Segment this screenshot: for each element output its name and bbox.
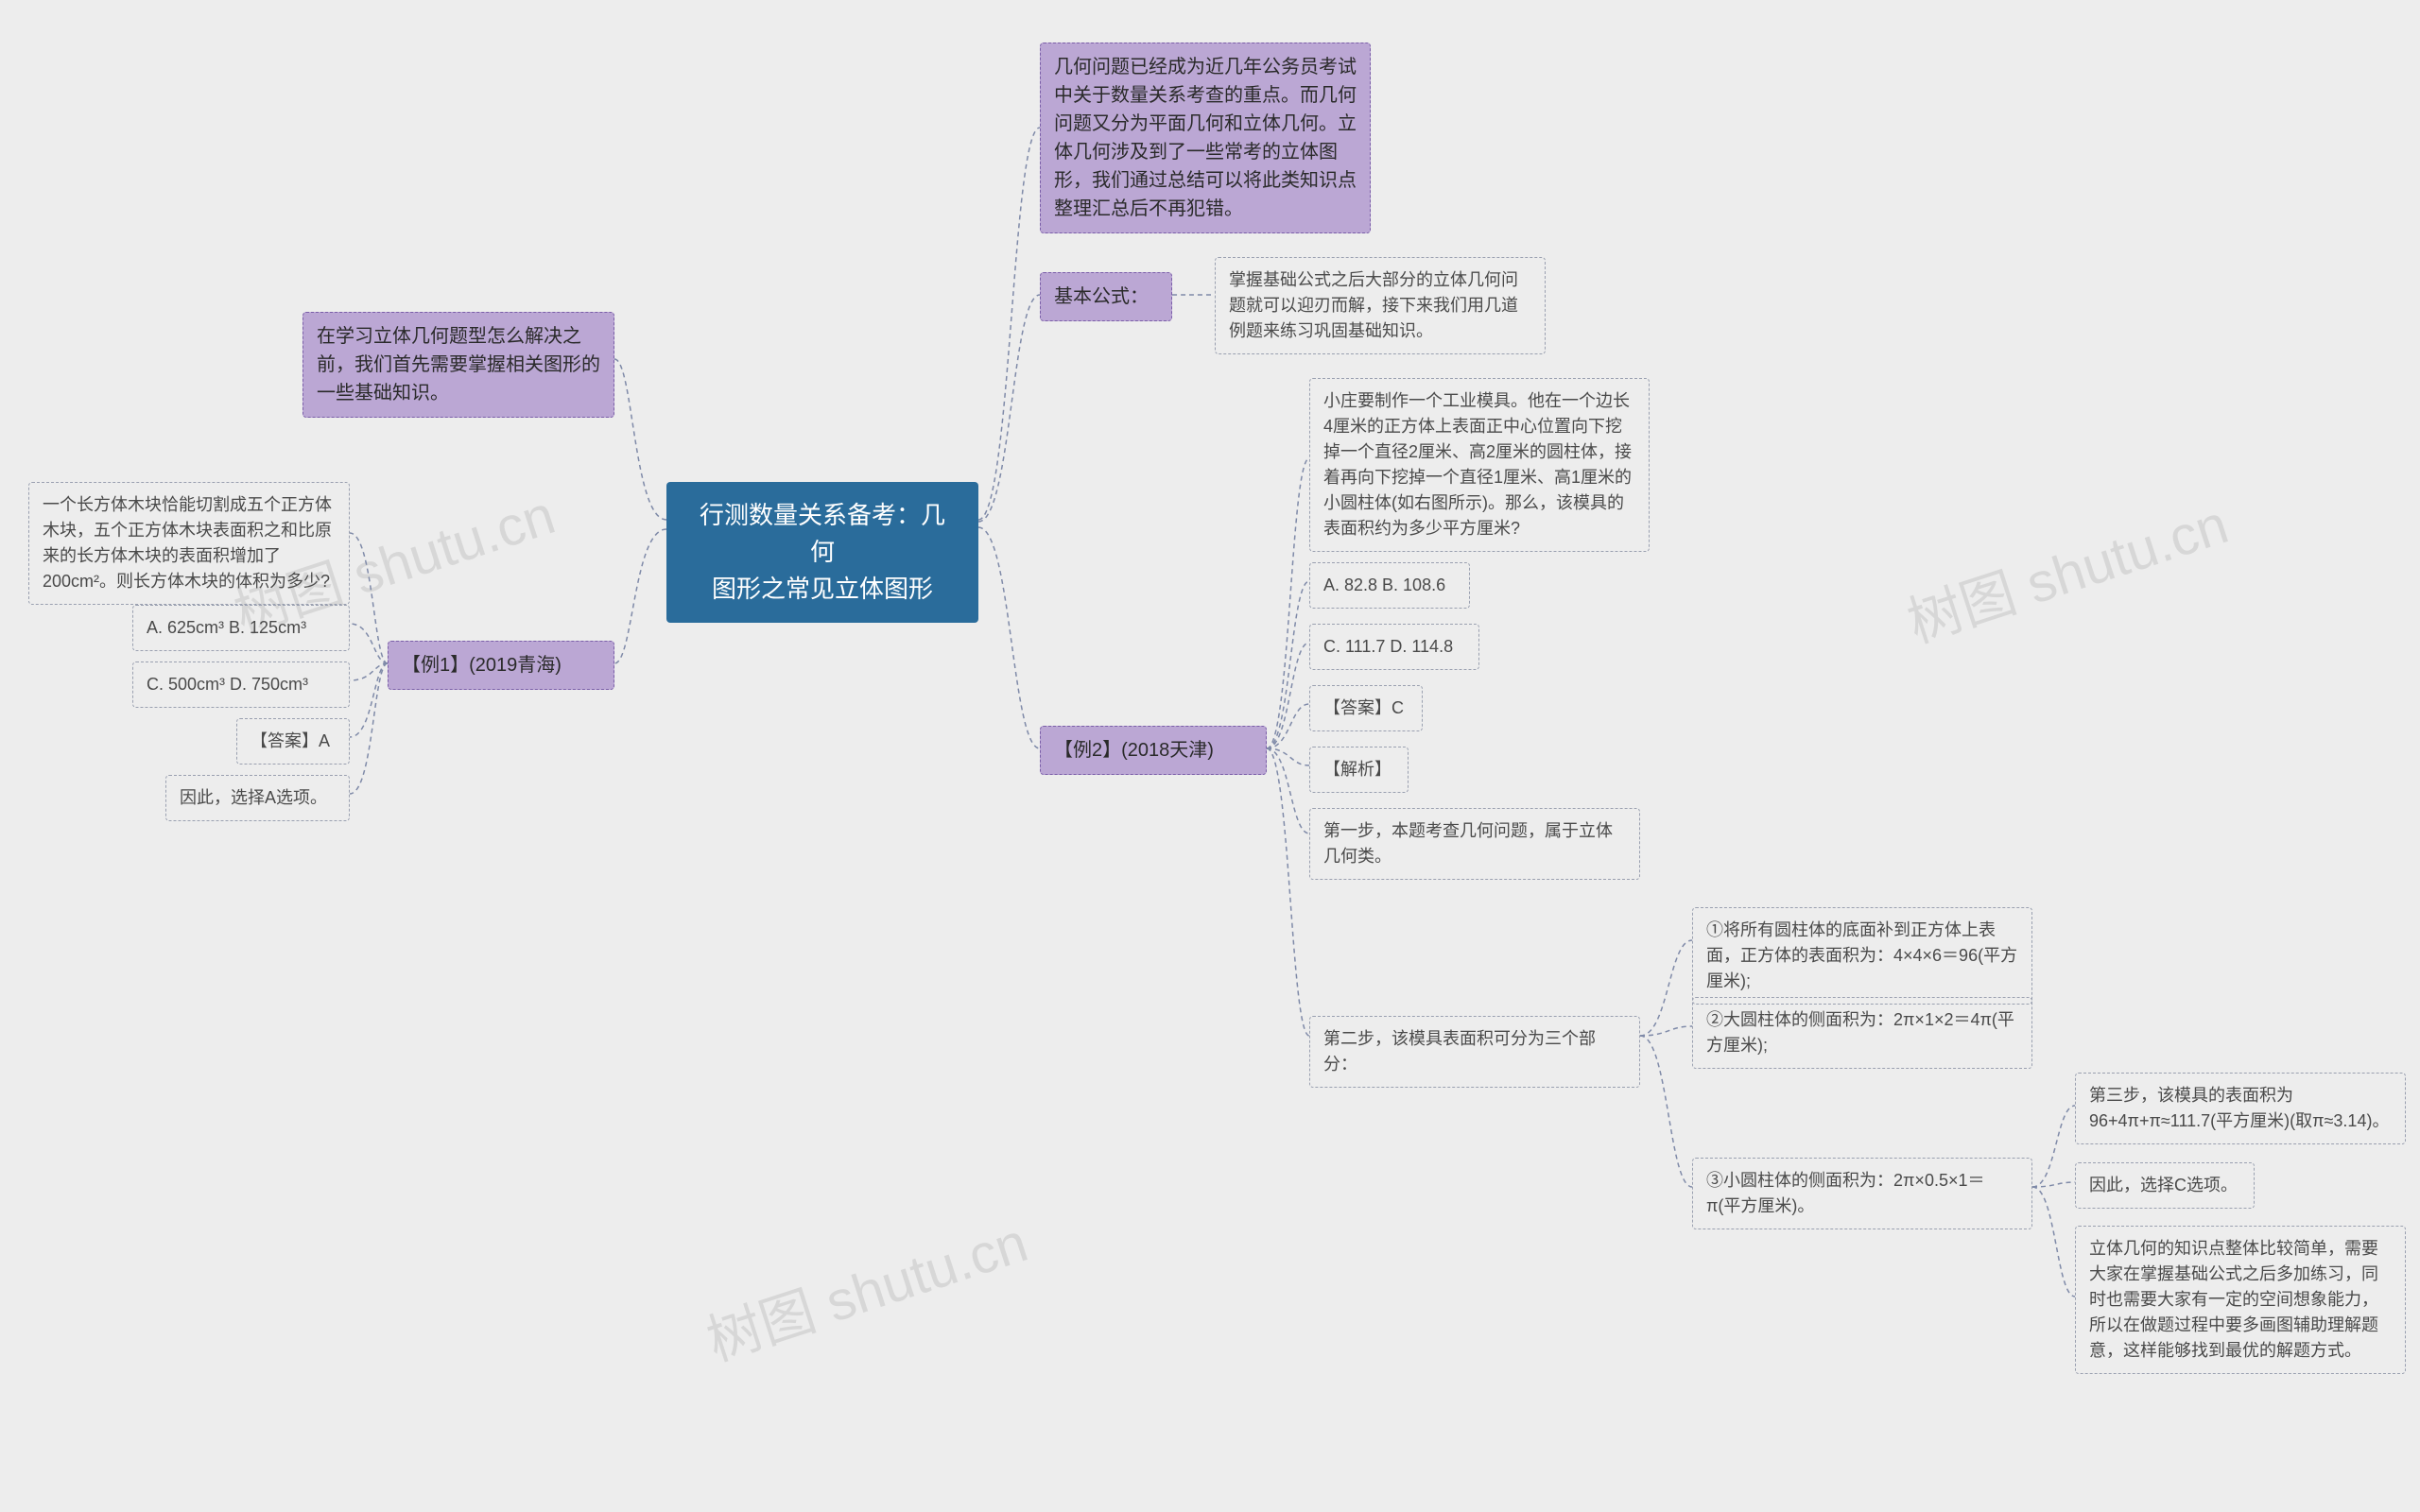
left-example1-leaf-4: 因此，选择A选项。 xyxy=(165,775,350,821)
right-formula-label: 基本公式： xyxy=(1040,272,1172,321)
right-example2-step2: 第二步，该模具表面积可分为三个部分： xyxy=(1309,1016,1640,1088)
mindmap-root: 行测数量关系备考：几何 图形之常见立体图形 xyxy=(666,482,978,623)
left-example1-label: 【例1】(2019青海) xyxy=(388,641,614,690)
right-formula-child: 掌握基础公式之后大部分的立体几何问题就可以迎刃而解，接下来我们用几道例题来练习巩… xyxy=(1215,257,1546,354)
step2-child-2: ③小圆柱体的侧面积为：2π×0.5×1＝π(平方厘米)。 xyxy=(1692,1158,2032,1229)
left-example1-leaf-1: A. 625cm³ B. 125cm³ xyxy=(132,605,350,651)
step2-3-child-2: 立体几何的知识点整体比较简单，需要大家在掌握基础公式之后多加练习，同时也需要大家… xyxy=(2075,1226,2406,1374)
step2-child-0: ①将所有圆柱体的底面补到正方体上表面，正方体的表面积为：4×4×6＝96(平方厘… xyxy=(1692,907,2032,1005)
right-example2-leaf-3: 【答案】C xyxy=(1309,685,1423,731)
step2-3-child-0: 第三步，该模具的表面积为96+4π+π≈111.7(平方厘米)(取π≈3.14)… xyxy=(2075,1073,2406,1144)
right-example2-leaf-1: A. 82.8 B. 108.6 xyxy=(1309,562,1470,609)
right-example2-leaf-4: 【解析】 xyxy=(1309,747,1409,793)
right-example2-label: 【例2】(2018天津) xyxy=(1040,726,1267,775)
step2-child-1: ②大圆柱体的侧面积为：2π×1×2＝4π(平方厘米); xyxy=(1692,997,2032,1069)
left-example1-leaf-3: 【答案】A xyxy=(236,718,350,765)
left-example1-leaf-2: C. 500cm³ D. 750cm³ xyxy=(132,662,350,708)
watermark-2: 树图 shutu.cn xyxy=(696,1198,1036,1376)
root-line2: 图形之常见立体图形 xyxy=(689,571,956,608)
step2-3-child-1: 因此，选择C选项。 xyxy=(2075,1162,2255,1209)
left-example1-leaf-0: 一个长方体木块恰能切割成五个正方体木块，五个正方体木块表面积之和比原来的长方体木… xyxy=(28,482,350,605)
right-example2-leaf-0: 小庄要制作一个工业模具。他在一个边长4厘米的正方体上表面正中心位置向下挖掉一个直… xyxy=(1309,378,1650,552)
right-overview: 几何问题已经成为近几年公务员考试中关于数量关系考查的重点。而几何问题又分为平面几… xyxy=(1040,43,1371,233)
watermark-3: 树图 shutu.cn xyxy=(1896,480,2237,658)
right-example2-leaf-5: 第一步，本题考查几何问题，属于立体几何类。 xyxy=(1309,808,1640,880)
right-example2-leaf-2: C. 111.7 D. 114.8 xyxy=(1309,624,1479,670)
left-intro: 在学习立体几何题型怎么解决之前，我们首先需要掌握相关图形的一些基础知识。 xyxy=(302,312,614,418)
root-line1: 行测数量关系备考：几何 xyxy=(689,497,956,571)
